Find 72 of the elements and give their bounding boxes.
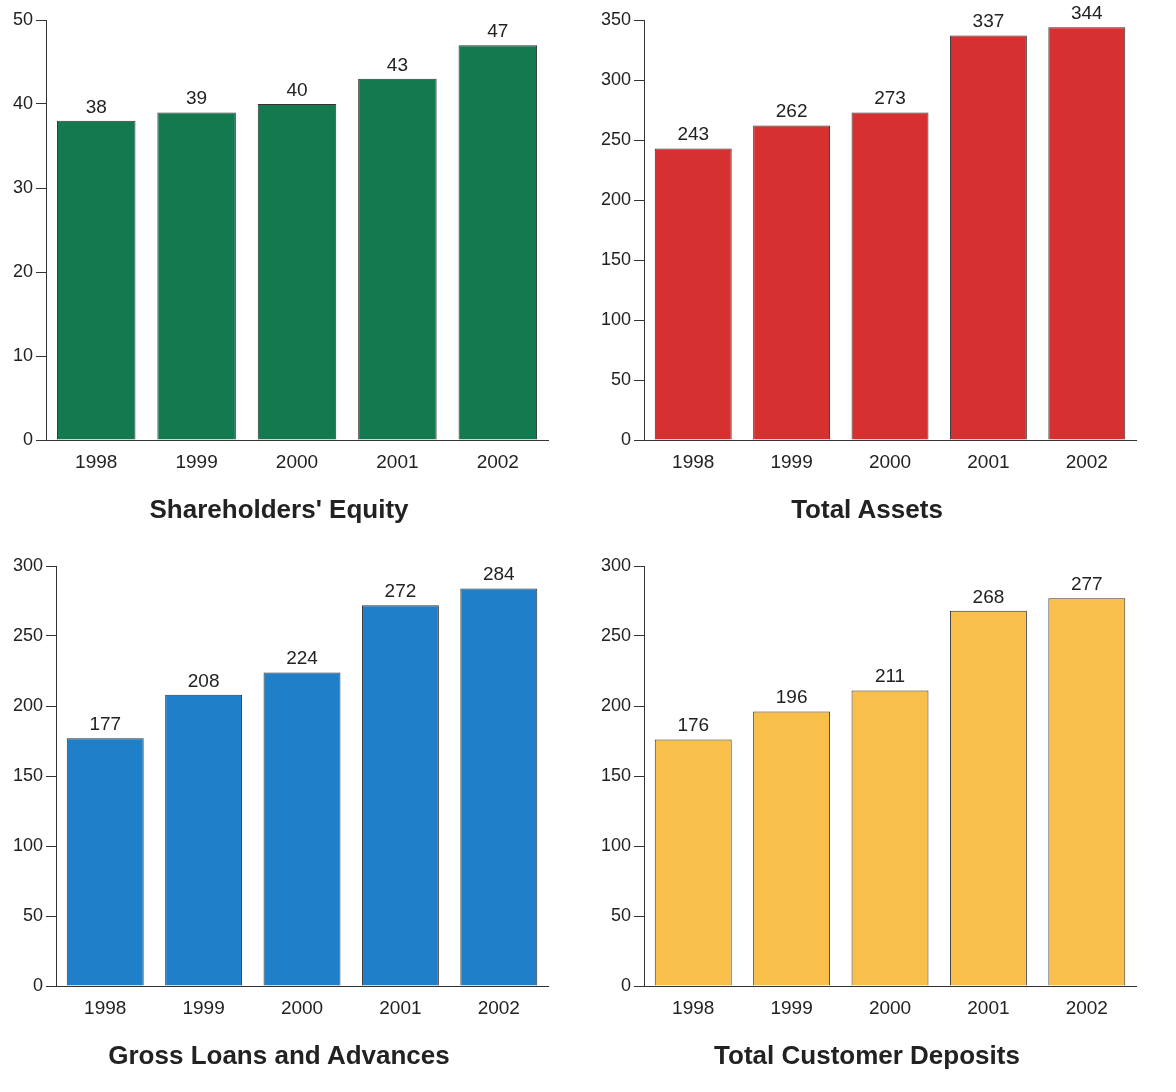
data-label: 43 <box>386 53 408 75</box>
y-tick-label: 150 <box>600 248 632 269</box>
x-tick-label: 2001 <box>376 450 419 472</box>
y-tick-label: 250 <box>12 624 44 645</box>
data-label: 337 <box>972 10 1005 32</box>
x-tick-label: 2001 <box>379 996 422 1018</box>
y-tick-label: 0 <box>621 974 632 995</box>
data-label: 47 <box>487 19 509 41</box>
x-tick-label: 1998 <box>75 450 118 472</box>
data-label: 262 <box>775 100 808 122</box>
text: Total Assets <box>791 493 943 524</box>
y-tick-label: 300 <box>12 554 44 575</box>
y-tick-label: 200 <box>600 188 632 209</box>
y-tick-label: 0 <box>621 428 632 449</box>
y-tick-label: 300 <box>600 554 632 575</box>
y-tick-label: 50 <box>611 904 632 925</box>
y-tick-label: 50 <box>23 904 44 925</box>
y-tick-label: 150 <box>12 764 44 785</box>
data-label: 243 <box>677 123 710 145</box>
data-label: 273 <box>874 87 906 109</box>
data-label: 211 <box>874 665 906 687</box>
x-tick-label: 2000 <box>868 450 912 472</box>
y-tick-label: 250 <box>600 128 632 149</box>
x-tick-label: 2002 <box>1065 450 1108 472</box>
y-tick-label: 200 <box>600 694 632 715</box>
y-tick-label: 10 <box>12 344 34 365</box>
data-label: 39 <box>186 87 208 109</box>
data-label: 224 <box>286 647 319 669</box>
data-label: 40 <box>286 78 308 100</box>
data-label: 344 <box>1070 1 1104 23</box>
data-label: 38 <box>85 95 107 117</box>
x-tick-label: 1999 <box>182 996 225 1018</box>
x-tick-label: 2002 <box>476 450 519 472</box>
x-tick-label: 2001 <box>967 996 1010 1018</box>
y-tick-label: 250 <box>600 624 632 645</box>
y-tick-label: 30 <box>12 176 34 197</box>
text: Shareholders' Equity <box>149 493 410 524</box>
data-label: 272 <box>384 579 417 601</box>
x-tick-label: 2002 <box>477 996 520 1018</box>
x-tick-label: 1998 <box>84 996 127 1018</box>
y-tick-label: 100 <box>12 834 44 855</box>
y-tick-label: 300 <box>600 68 632 89</box>
y-tick-label: 0 <box>33 974 44 995</box>
data-label: 177 <box>89 712 122 734</box>
x-tick-label: 1999 <box>770 996 813 1018</box>
y-tick-label: 0 <box>23 428 34 449</box>
data-label: 176 <box>677 714 710 736</box>
y-tick-label: 100 <box>600 308 632 329</box>
y-tick-label: 150 <box>600 764 632 785</box>
y-tick-label: 50 <box>611 368 632 389</box>
y-tick-label: 40 <box>12 92 34 113</box>
y-tick-label: 100 <box>600 834 632 855</box>
data-label: 277 <box>1070 572 1103 594</box>
x-tick-label: 1998 <box>672 996 715 1018</box>
x-tick-label: 2001 <box>967 450 1010 472</box>
x-tick-label: 2000 <box>868 996 912 1018</box>
x-tick-label: 1999 <box>770 450 813 472</box>
text: Gross Loans and Advances <box>108 1039 450 1070</box>
data-label: 208 <box>187 669 220 691</box>
x-tick-label: 1999 <box>175 450 218 472</box>
y-tick-label: 350 <box>600 8 632 29</box>
data-label: 268 <box>972 585 1005 607</box>
text: Total Customer Deposits <box>714 1039 1020 1070</box>
data-label: 284 <box>482 563 516 585</box>
x-tick-label: 2002 <box>1065 996 1108 1018</box>
x-tick-label: 1998 <box>672 450 715 472</box>
y-tick-label: 200 <box>12 694 44 715</box>
x-tick-label: 2000 <box>275 450 319 472</box>
y-tick-label: 50 <box>12 8 34 29</box>
data-label: 196 <box>775 686 808 708</box>
x-tick-label: 2000 <box>280 996 324 1018</box>
y-tick-label: 20 <box>12 260 34 281</box>
